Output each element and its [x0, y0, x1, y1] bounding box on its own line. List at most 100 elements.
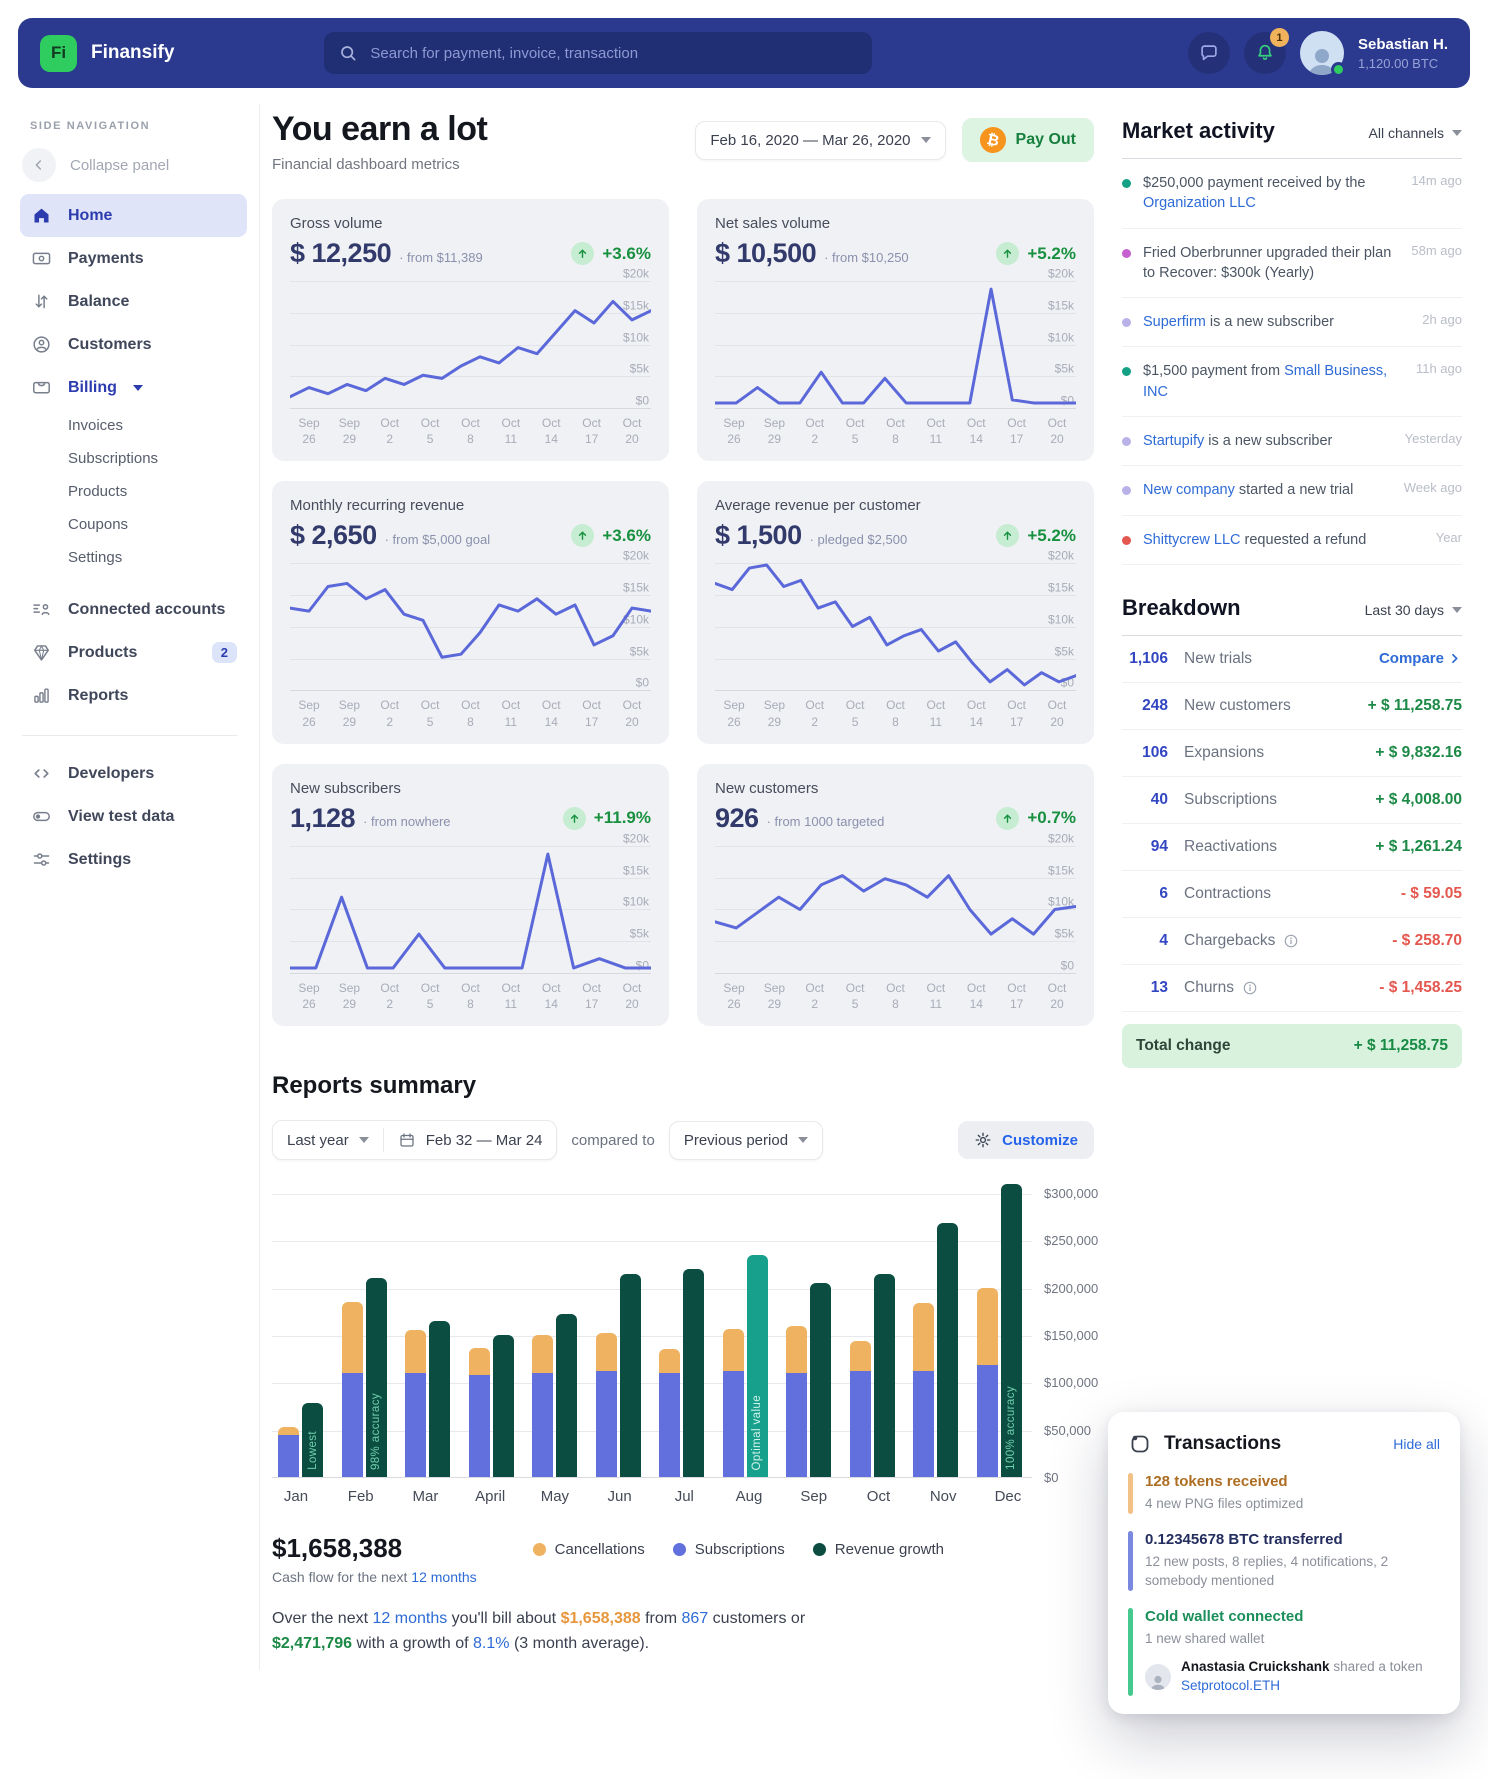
y-axis-label: $5k	[1054, 643, 1074, 658]
sparkline-x-axis: Sep 26 Sep 29 Oct 2 Oct 5 Oct 8 Oct 11 Oct 14 O…	[290, 697, 651, 733]
card-change: +5.2%	[996, 524, 1076, 548]
activity-item[interactable]: $250,000 payment received by the Organiz…	[1122, 159, 1462, 229]
sparkline-chart: $20k $15k $10k $5k $0	[290, 549, 651, 692]
token-link[interactable]: Setprotocol.ETH	[1181, 1678, 1281, 1694]
arrow-up-icon	[571, 524, 595, 548]
info-icon[interactable]	[1242, 980, 1258, 996]
month-label: Oct	[866, 1488, 891, 1506]
wallet-icon	[30, 377, 52, 398]
mention-row[interactable]: Anastasia Cruickshank shared a token Set…	[1145, 1658, 1440, 1696]
y-axis-label: $10k	[1047, 612, 1074, 627]
chat-button[interactable]	[1187, 32, 1230, 74]
x-axis-label: Oct 5	[845, 698, 865, 729]
metric-card-net-sales: Net sales volume $ 10,500 · from $10,250…	[697, 199, 1094, 462]
hide-all-link[interactable]: Hide all	[1393, 1436, 1440, 1452]
sidebar-item-settings-sub[interactable]: Settings	[68, 549, 123, 566]
y-axis-label: $300,000	[1044, 1186, 1099, 1202]
range-select[interactable]: Last year	[273, 1121, 383, 1159]
revenue-growth-bar: 98% accuracy	[365, 1278, 387, 1478]
activity-item[interactable]: $1,500 payment from Small Business, INC …	[1122, 347, 1462, 418]
growth-rate-link[interactable]: 8.1%	[473, 1634, 510, 1652]
notifications-button[interactable]: 1	[1243, 28, 1289, 74]
sidebar-item-developers[interactable]: Developers	[20, 752, 247, 795]
sidebar-item-payments[interactable]: Payments	[20, 237, 247, 280]
card-value: $ 1,500	[715, 520, 802, 551]
y-axis-label: $0	[635, 393, 649, 408]
card-change: +3.6%	[571, 242, 651, 265]
gridline	[715, 941, 1076, 942]
user-name: Sebastian H.	[1357, 35, 1448, 53]
sidebar-item-balance[interactable]: Balance	[20, 280, 247, 323]
customize-button[interactable]: Customize	[958, 1121, 1094, 1160]
transaction-item[interactable]: 0.12345678 BTC transferred 12 new posts,…	[1128, 1530, 1440, 1591]
collapse-panel-button[interactable]: Collapse panel	[22, 148, 247, 182]
sidebar-item-connected-accounts[interactable]: Connected accounts	[20, 588, 247, 631]
date-range-picker[interactable]: Feb 16, 2020 — Mar 26, 2020	[695, 120, 946, 160]
search-input[interactable]	[368, 43, 859, 63]
transaction-title: Cold wallet connected	[1145, 1607, 1304, 1625]
sparkline-chart: $20k $15k $10k $5k $0	[715, 549, 1076, 692]
breakdown-filter[interactable]: Last 30 days	[1365, 602, 1462, 618]
x-axis-label: Oct 5	[420, 980, 440, 1011]
activity-item[interactable]: New company started a new trial Week ago	[1122, 466, 1462, 516]
sidebar-item-settings[interactable]: Settings	[20, 838, 247, 881]
sparkline	[715, 846, 1076, 973]
activity-item[interactable]: Shittycrew LLC requested a refund Year	[1122, 516, 1462, 565]
x-axis-label: Oct 11	[501, 980, 521, 1011]
transaction-item[interactable]: Cold wallet connected 1 new shared walle…	[1128, 1607, 1440, 1697]
chevron-down-icon	[798, 1137, 809, 1144]
sidebar-item-products[interactable]: Products 2	[20, 631, 247, 674]
sidebar-item-coupons[interactable]: Coupons	[68, 516, 129, 533]
activity-item[interactable]: Superfirm is a new subscriber 2h ago	[1122, 298, 1462, 348]
legend-dot	[532, 1543, 546, 1557]
x-axis-label: Oct 17	[582, 416, 601, 447]
sidebar-item-invoices[interactable]: Invoices	[68, 417, 124, 434]
sidebar-item-reports[interactable]: Reports	[20, 674, 247, 717]
cancellations-bar	[278, 1426, 299, 1435]
user-avatar[interactable]	[1299, 31, 1346, 77]
bar-group	[849, 1273, 895, 1478]
pay-out-button[interactable]: ₿ Pay Out	[961, 118, 1094, 162]
sidebar-item-billing[interactable]: Billing	[20, 366, 247, 409]
x-axis-label: Oct 5	[845, 416, 865, 447]
customers-link[interactable]: 867	[681, 1610, 709, 1628]
channels-filter[interactable]: All channels	[1369, 125, 1462, 141]
app-logo[interactable]: Fi	[40, 34, 77, 72]
x-axis-label: Oct 14	[541, 416, 561, 447]
x-axis-label: Oct 8	[886, 698, 905, 729]
sidebar-item-products-sub[interactable]: Products	[68, 483, 128, 500]
period-select[interactable]: Previous period	[668, 1120, 824, 1160]
activity-item[interactable]: Startupify is a new subscriber Yesterday	[1122, 417, 1462, 467]
card-note: · from 1000 targeted	[766, 814, 885, 830]
sidebar-item-subscriptions[interactable]: Subscriptions	[68, 450, 159, 467]
card-note: · from $10,250	[824, 249, 909, 265]
month-label: Sep	[800, 1488, 828, 1506]
x-axis-label: Oct 5	[420, 416, 440, 447]
legend-dot	[812, 1543, 826, 1557]
twelve-months-link[interactable]: 12 months	[411, 1569, 477, 1586]
sidebar-item-home[interactable]: Home	[20, 194, 247, 237]
bar-group: 98% accuracy	[341, 1278, 387, 1478]
breakdown-row-subscriptions: 40 Subscriptions + $ 4,008.00	[1122, 777, 1462, 824]
sidebar-item-view-test-data[interactable]: View test data	[20, 795, 247, 838]
report-date-picker[interactable]: Feb 32 — Mar 24	[384, 1121, 557, 1159]
revenue-growth-bar	[937, 1223, 959, 1478]
arrow-up-icon	[571, 242, 595, 265]
search-bar[interactable]	[324, 32, 873, 74]
sidebar-item-customers[interactable]: Customers	[20, 323, 247, 366]
gridline	[272, 1194, 1032, 1196]
activity-item[interactable]: Fried Oberbrunner upgraded their plan to…	[1122, 229, 1462, 299]
y-axis-label: $20k	[622, 548, 649, 563]
revenue-growth-bar: 100% accuracy	[1000, 1183, 1022, 1478]
bar-annotation: 100% accuracy	[1005, 1386, 1018, 1471]
transaction-item[interactable]: 128 tokens received 4 new PNG files opti…	[1128, 1473, 1440, 1514]
breakdown-row-expansions: 106 Expansions + $ 9,832.16	[1122, 730, 1462, 777]
gridline	[290, 281, 651, 282]
y-axis-label: $20k	[622, 266, 649, 281]
y-axis-label: $50,000	[1044, 1422, 1091, 1438]
info-icon[interactable]	[1283, 933, 1299, 949]
sliders-icon	[30, 849, 52, 870]
y-axis-label: $5k	[1054, 926, 1074, 941]
months-link[interactable]: 12 months	[372, 1610, 448, 1628]
compare-link[interactable]: Compare	[1379, 650, 1462, 667]
